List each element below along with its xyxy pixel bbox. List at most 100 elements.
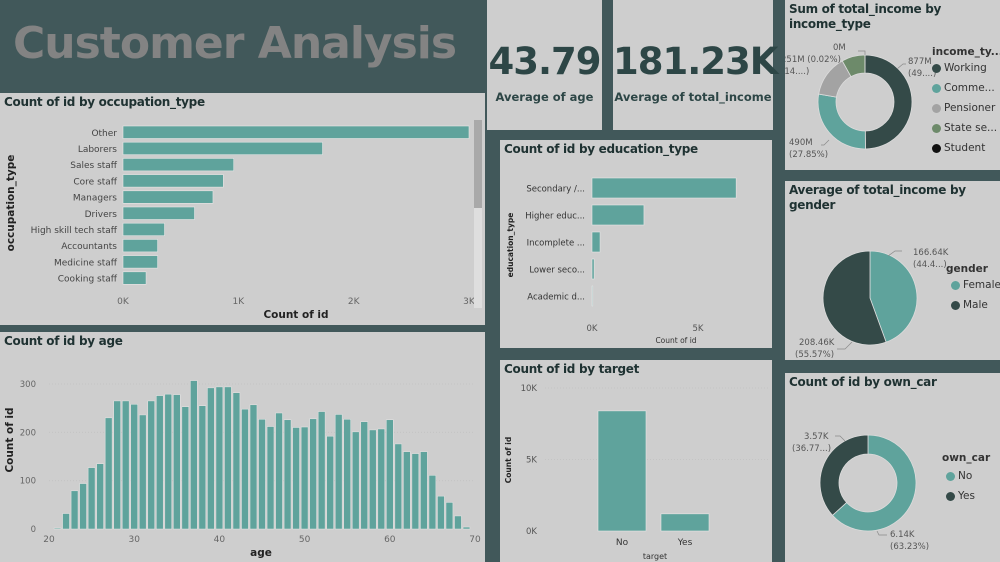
bar [122, 239, 158, 253]
kpi-card-average-age[interactable]: 43.79 Average of age [487, 0, 602, 130]
y-tick-label: 0K [526, 527, 537, 537]
bar [591, 177, 737, 199]
bar [283, 419, 292, 530]
target-bar-chart: No Yes 0K 5K 10K target Count of id [504, 384, 768, 561]
bar [190, 380, 198, 530]
bar [591, 258, 595, 280]
bar [386, 419, 394, 530]
scrollbar-thumb[interactable] [474, 120, 482, 208]
x-tick-label: 40 [214, 535, 226, 545]
occupation-chart-panel[interactable]: Count of id by occupation_type Other Labo… [0, 93, 485, 325]
bar [224, 386, 232, 530]
bar [597, 410, 647, 532]
legend-marker-icon [946, 471, 955, 481]
x-tick-label: 70 [469, 535, 481, 545]
chart-title-line: income_type [789, 17, 871, 31]
legend-item[interactable]: Pensioner [932, 102, 995, 114]
legend-item[interactable]: State se... [932, 122, 997, 134]
y-tick-label: 5K [526, 456, 537, 466]
x-axis-label: Count of id [655, 336, 696, 345]
legend-item[interactable]: Female [951, 279, 1000, 291]
own-car-chart-panel[interactable]: Count of id by own_car 3.57K (36.77...) 6.… [785, 373, 1000, 562]
education-chart-panel[interactable]: Count of id by education_type Secondary … [500, 140, 772, 348]
legend-label: Yes [958, 490, 975, 502]
legend-item[interactable]: Yes [946, 490, 975, 502]
bar [122, 158, 235, 172]
age-histogram: 0 100 200 300 20 30 40 50 60 70 age Count of id [4, 380, 481, 559]
bar [122, 206, 195, 220]
legend-title: income_ty... [932, 46, 1000, 58]
leader-line [858, 50, 866, 55]
data-label: 6.14K [890, 530, 915, 540]
pie-slice [869, 250, 918, 343]
bar [70, 490, 79, 530]
bar [591, 204, 645, 226]
legend-marker-icon [932, 123, 941, 133]
gender-pie: 166.64K (44.4...) 208.46K (55.57%) [795, 248, 949, 360]
bar [207, 387, 215, 530]
legend-label: Working [944, 62, 987, 74]
category-label: Other [91, 129, 117, 139]
bar [87, 467, 96, 530]
target-chart-panel[interactable]: Count of id by target No Yes 0K 5K 10K target… [500, 360, 772, 562]
legend-item[interactable]: Comme... [932, 82, 995, 94]
bar [53, 527, 62, 530]
data-label: 251M (0.02%) [785, 55, 841, 65]
pie-slice [864, 54, 913, 150]
chart-title: Count of id by education_type [504, 142, 698, 156]
bar [343, 419, 351, 530]
bar [122, 141, 323, 156]
bar [122, 190, 214, 204]
bar [437, 495, 445, 530]
leader-line [876, 530, 887, 536]
x-tick-label: 50 [299, 535, 311, 545]
data-label: (49....) [908, 69, 936, 79]
bar [352, 431, 360, 530]
category-label: Sales staff [70, 161, 118, 171]
kpi-card-average-income[interactable]: 181.23K Average of total_income [613, 0, 778, 130]
legend-label: Female [963, 279, 1000, 291]
own-car-donut: 3.57K (36.77...) 6.14K (63.23%) [792, 432, 929, 552]
category-label: Lower seco... [529, 266, 585, 276]
bar [420, 451, 428, 530]
bar [275, 412, 283, 530]
bar [113, 400, 121, 530]
bar [377, 428, 385, 530]
y-axis-label: Count of id [4, 407, 16, 472]
bar [96, 463, 104, 530]
bar [121, 400, 130, 530]
x-tick-label: 20 [43, 535, 55, 545]
age-chart-panel[interactable]: Count of id by age 0 100 200 300 20 30 40 50 60 7… [0, 332, 485, 562]
legend-title: gender [946, 263, 988, 275]
legend-item[interactable]: No [946, 470, 972, 482]
legend-marker-icon [951, 300, 960, 310]
legend-marker-icon [932, 143, 941, 153]
bar [428, 475, 437, 530]
bar [164, 393, 172, 530]
chart-title-line: Average of total_income by [789, 183, 966, 197]
legend-label: Comme... [944, 82, 995, 94]
x-tick-label: 2K [348, 297, 361, 307]
category-label: Academic d... [527, 293, 585, 303]
pie-slice [817, 93, 866, 150]
legend-item[interactable]: Student [932, 142, 985, 154]
legend-item[interactable]: Working [932, 62, 987, 74]
bar [139, 414, 147, 530]
title-banner: Customer Analysis [0, 0, 485, 93]
category-label: Core staff [73, 177, 117, 187]
y-tick-label: 200 [20, 428, 36, 438]
kpi-label: Average of age [495, 90, 594, 104]
income-type-chart-panel[interactable]: Sum of total_income by income_type 877M (4… [785, 0, 1000, 170]
legend-label: Pensioner [944, 102, 996, 114]
bar [122, 125, 470, 139]
chart-scrollbar[interactable] [474, 120, 482, 308]
legend-item[interactable]: Male [951, 299, 988, 311]
occupation-bar-chart: Other Laborers Sales staff Core staff Manage… [5, 125, 476, 321]
bar [454, 515, 462, 530]
gender-chart-panel[interactable]: Average of total_income by gender 166.64K… [785, 181, 1000, 360]
bar [215, 386, 224, 530]
data-label: (14....) [785, 67, 809, 77]
legend-label: Student [944, 142, 986, 154]
bar [122, 222, 165, 236]
category-label: High skill tech staff [31, 226, 118, 236]
